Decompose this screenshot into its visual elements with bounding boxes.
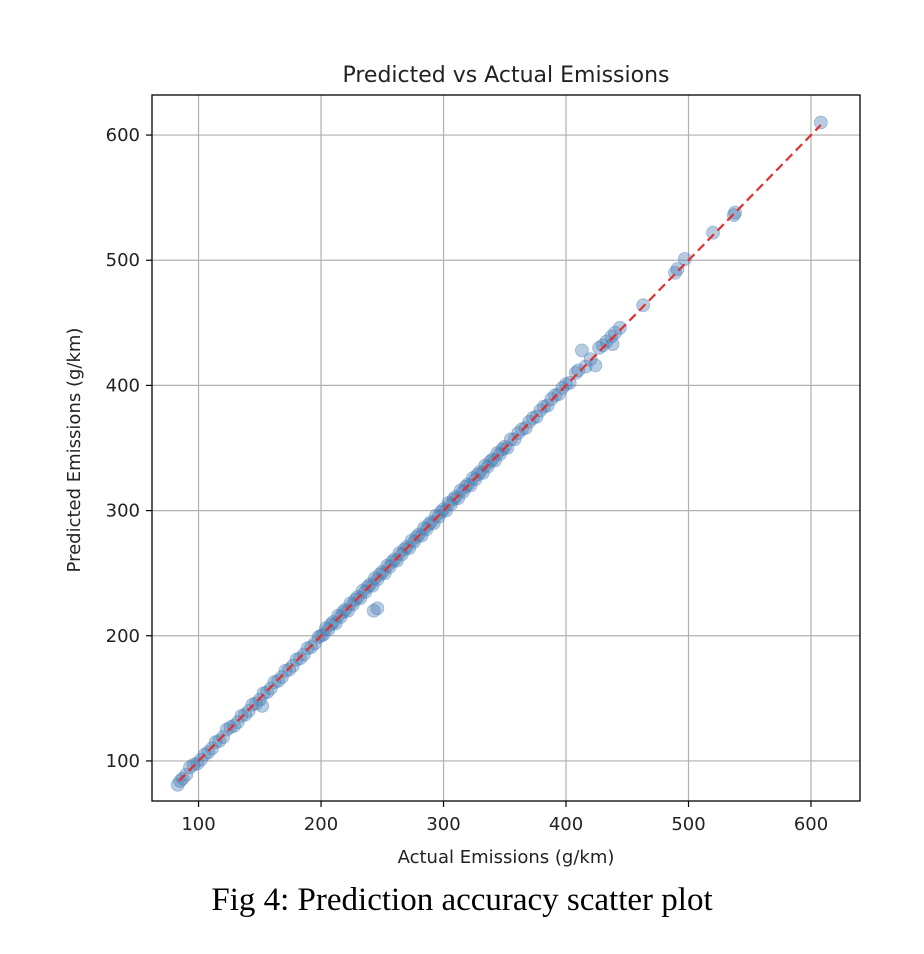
data-point xyxy=(377,566,392,581)
data-point xyxy=(478,458,493,473)
data-point xyxy=(604,329,619,344)
data-point xyxy=(500,441,515,455)
y-tick-label: 600 xyxy=(106,125,140,146)
data-point xyxy=(466,471,480,485)
data-point xyxy=(414,528,429,543)
data-point xyxy=(341,603,355,618)
data-point xyxy=(588,358,603,373)
data-point xyxy=(255,698,270,713)
data-point xyxy=(568,365,583,380)
plot-frame xyxy=(151,94,861,802)
data-point xyxy=(670,262,685,276)
data-point xyxy=(441,496,456,510)
data-point xyxy=(613,320,627,335)
data-point xyxy=(490,446,505,460)
data-point xyxy=(417,521,431,536)
figure-caption: Fig 4: Prediction accuracy scatter plot xyxy=(211,882,713,918)
y-tick-label: 100 xyxy=(106,751,140,772)
y-axis-label: Predicted Emissions (g/km) xyxy=(64,328,85,573)
x-tick-label: 600 xyxy=(794,814,828,835)
data-point xyxy=(575,343,589,358)
y-axis: 100 200 300 400 500 600 xyxy=(106,125,152,772)
y-tick-label: 400 xyxy=(106,375,140,396)
data-point xyxy=(595,338,610,353)
data-point xyxy=(706,225,720,240)
data-point xyxy=(463,478,478,493)
data-point xyxy=(426,516,441,531)
data-point xyxy=(402,541,417,556)
data-point xyxy=(365,578,380,593)
data-point xyxy=(503,432,518,447)
data-point xyxy=(370,601,385,616)
x-tick-label: 200 xyxy=(304,814,338,835)
data-point xyxy=(599,334,614,349)
x-tick-label: 400 xyxy=(549,814,583,835)
x-tick-label: 100 xyxy=(181,814,215,835)
data-point xyxy=(451,491,466,505)
data-point xyxy=(170,777,185,792)
y-tick-label: 500 xyxy=(106,250,140,271)
scatter-chart: 100 200 300 400 500 600 100 200 300 400 500 600 Pr… xyxy=(64,63,861,868)
data-point xyxy=(608,325,622,340)
data-point xyxy=(571,363,586,378)
data-point xyxy=(343,596,358,611)
x-axis-label: Actual Emissions (g/km) xyxy=(398,847,615,868)
grid-lines xyxy=(152,95,860,801)
data-point xyxy=(475,466,490,480)
y-tick-label: 200 xyxy=(106,626,140,647)
data-point xyxy=(439,503,453,518)
y-tick-label: 300 xyxy=(106,501,140,522)
data-point xyxy=(380,558,395,573)
data-point xyxy=(390,553,404,568)
data-point xyxy=(592,340,606,355)
data-point xyxy=(605,337,620,352)
data-point xyxy=(331,608,346,623)
x-axis: 100 200 300 400 500 600 xyxy=(181,801,828,835)
data-point xyxy=(813,115,828,130)
data-point xyxy=(353,591,368,606)
reference-line xyxy=(178,124,822,782)
data-point xyxy=(183,760,197,775)
x-tick-label: 500 xyxy=(671,814,705,835)
data-point xyxy=(319,621,333,636)
data-point xyxy=(219,722,234,737)
data-point xyxy=(366,603,381,618)
data-point xyxy=(355,583,370,598)
x-tick-label: 300 xyxy=(426,814,460,835)
data-point xyxy=(453,483,468,498)
data-point xyxy=(404,533,419,548)
data-point xyxy=(328,616,343,631)
data-point xyxy=(429,508,444,523)
data-point xyxy=(392,546,407,561)
data-point xyxy=(368,571,382,586)
data-point xyxy=(488,453,502,468)
data-points xyxy=(170,115,828,792)
chart-title: Predicted vs Actual Emissions xyxy=(342,63,669,88)
